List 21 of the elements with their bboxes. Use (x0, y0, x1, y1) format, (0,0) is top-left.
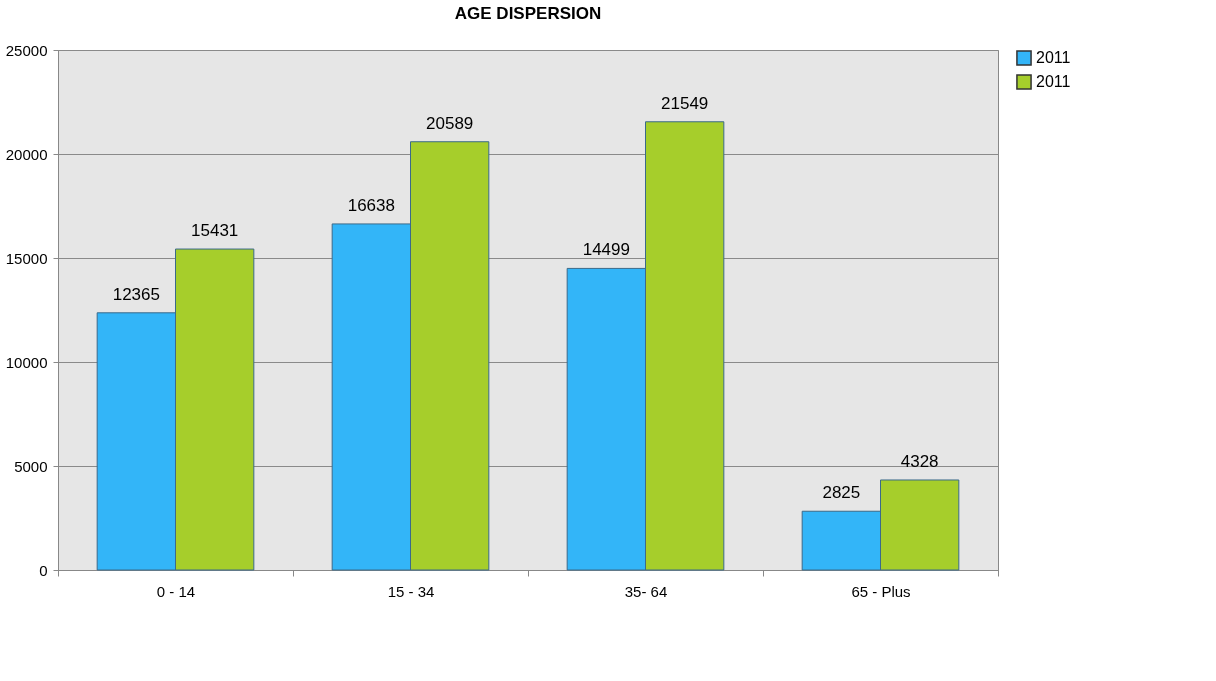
x-tick-label: 0 - 14 (156, 582, 196, 600)
y-tick-label: 0 (39, 561, 48, 579)
y-tick-label: 15000 (5, 249, 48, 267)
x-tick-label: 35- 64 (624, 582, 668, 600)
y-tick-label: 5000 (14, 457, 48, 475)
data-label: 4328 (900, 451, 939, 471)
legend-label: 2011 (1036, 49, 1071, 66)
chart-title: AGE DISPERSION (454, 4, 602, 23)
y-tick-label: 25000 (5, 41, 48, 59)
data-label: 15431 (191, 221, 239, 241)
data-label: 20589 (426, 113, 474, 133)
data-label: 12365 (112, 284, 160, 304)
y-tick-label: 10000 (5, 353, 48, 371)
data-label: 14499 (582, 240, 630, 260)
x-tick-label: 15 - 34 (387, 582, 435, 600)
y-tick-label: 20000 (5, 145, 48, 163)
legend-label: 2011 (1036, 73, 1071, 90)
data-label: 2825 (822, 483, 861, 503)
data-label: 21549 (661, 93, 709, 113)
x-tick-label: 65 - Plus (851, 582, 911, 600)
data-label: 16638 (347, 195, 395, 215)
